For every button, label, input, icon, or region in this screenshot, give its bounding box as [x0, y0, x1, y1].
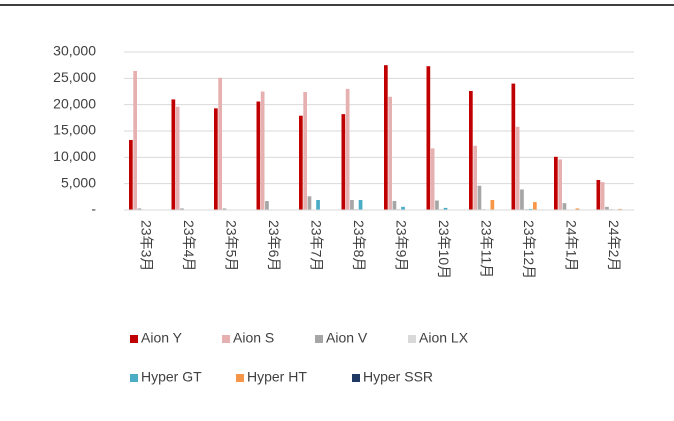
bar	[345, 88, 350, 210]
bar	[358, 199, 363, 210]
bar	[511, 83, 516, 210]
x-tick-label: 23年4月	[181, 220, 197, 271]
x-tick-label: 23年9月	[394, 220, 410, 271]
legend-label: Aion Y	[141, 330, 183, 346]
bar	[490, 199, 495, 210]
bar	[350, 199, 354, 210]
bar	[426, 66, 431, 210]
bar	[218, 77, 222, 210]
bar	[384, 65, 388, 211]
bar	[439, 208, 444, 210]
x-tick-label: 24年1月	[564, 220, 580, 271]
x-tick-label: 23年12月	[521, 220, 537, 279]
x-tick-label: 23年10月	[436, 220, 452, 279]
bar	[524, 208, 529, 210]
y-tick-label: 20,000	[53, 95, 96, 111]
legend-label: Hyper HT	[247, 369, 307, 385]
y-tick-label: 15,000	[53, 122, 96, 138]
bar	[435, 200, 439, 210]
bar	[600, 182, 605, 210]
bar	[533, 202, 537, 210]
bar	[175, 106, 180, 210]
bar	[469, 90, 473, 210]
legend-label: Aion LX	[419, 330, 469, 346]
x-tick-label: 23年11月	[479, 220, 495, 278]
bar	[477, 185, 482, 210]
legend-label: Aion S	[233, 330, 274, 346]
bar	[575, 208, 580, 210]
legend-swatch	[222, 335, 230, 343]
bar	[129, 139, 133, 210]
bar	[520, 189, 524, 210]
bar	[180, 208, 184, 210]
legend-label: Hyper GT	[141, 369, 202, 385]
bar	[299, 115, 303, 210]
bar	[401, 206, 405, 210]
x-tick-label: 23年3月	[139, 220, 155, 271]
bar	[562, 203, 567, 210]
bar	[354, 208, 359, 210]
y-tick-label: 10,000	[53, 148, 96, 164]
bar	[316, 199, 320, 210]
y-tick-label: 5,000	[61, 174, 96, 190]
legend-swatch	[315, 335, 323, 343]
bar	[609, 208, 614, 210]
x-tick-label: 24年2月	[606, 220, 622, 271]
bar	[430, 148, 435, 210]
bar	[443, 207, 448, 210]
legend-swatch	[130, 335, 138, 343]
bar	[473, 145, 477, 210]
x-tick-label: 23年5月	[224, 220, 240, 271]
legend-swatch	[130, 374, 138, 382]
bar	[605, 206, 609, 210]
bar	[265, 201, 269, 210]
bar	[222, 208, 227, 210]
bar	[481, 208, 486, 210]
bar	[528, 208, 533, 210]
y-tick-label: 25,000	[53, 69, 96, 85]
bar	[307, 196, 312, 210]
bar	[171, 99, 176, 210]
bar	[260, 91, 265, 210]
bar	[133, 70, 137, 211]
bar	[341, 114, 346, 210]
bar	[554, 156, 558, 210]
legend-swatch	[236, 374, 244, 382]
x-tick-label: 23年6月	[266, 220, 282, 271]
y-tick-label: 30,000	[53, 43, 96, 59]
legend-swatch	[352, 374, 360, 382]
bar	[303, 92, 307, 210]
x-tick-label: 23年7月	[309, 220, 325, 271]
bar	[388, 96, 392, 210]
bar	[396, 208, 401, 210]
legend-label: Hyper SSR	[363, 369, 433, 385]
bar	[515, 126, 520, 210]
bar	[256, 101, 261, 210]
bar	[214, 108, 218, 210]
y-tick-label: -	[91, 201, 96, 217]
bar	[596, 179, 601, 210]
bar	[137, 208, 142, 210]
bar	[558, 159, 562, 210]
legend-label: Aion V	[326, 330, 368, 346]
bar	[392, 201, 397, 210]
legend-swatch	[408, 335, 416, 343]
x-tick-label: 23年8月	[351, 220, 367, 271]
bar	[618, 208, 622, 210]
